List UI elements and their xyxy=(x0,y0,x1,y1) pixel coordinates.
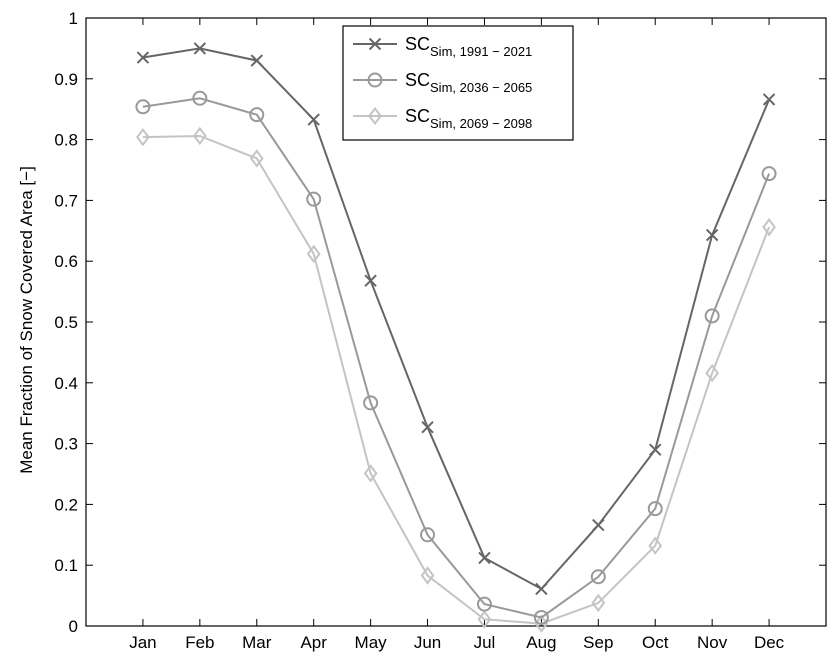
data-point-apr xyxy=(306,191,322,207)
y-tick-label: 0.1 xyxy=(54,556,78,575)
data-point-aug xyxy=(533,609,549,625)
x-tick-label-dec: Dec xyxy=(754,633,785,652)
legend-marker xyxy=(367,72,383,88)
data-point-sep xyxy=(590,569,606,585)
series-layer xyxy=(135,42,777,633)
x-tick-label-may: May xyxy=(355,633,388,652)
y-tick-label: 0.4 xyxy=(54,374,78,393)
legend-marker xyxy=(368,106,382,126)
data-point-jun xyxy=(420,566,435,585)
legend-entry-1: SCSim, 1991 − 2021 xyxy=(353,34,532,59)
x-marker-stroke xyxy=(307,113,320,126)
x-tick-label-jun: Jun xyxy=(414,633,441,652)
x-tick-label-aug: Aug xyxy=(526,633,556,652)
series-line-3 xyxy=(142,134,771,625)
data-point-jan xyxy=(136,51,150,64)
data-point-dec xyxy=(761,166,777,182)
y-tick-label: 0.9 xyxy=(54,70,78,89)
x-marker-stroke xyxy=(250,54,263,67)
legend: SCSim, 1991 − 2021 SCSim, 2036 − 2065 SCSi… xyxy=(342,25,574,141)
legend-label: SCSim, 2036 − 2065 xyxy=(405,70,532,95)
data-point-jan xyxy=(136,128,150,147)
data-point-apr xyxy=(307,113,320,126)
data-point-sep xyxy=(591,593,606,613)
data-point-jun xyxy=(420,527,436,543)
x-tick-label-jul: Jul xyxy=(474,633,496,652)
data-point-jul xyxy=(476,596,492,612)
data-point-sep xyxy=(592,518,605,532)
y-tick-label: 0 xyxy=(69,617,78,636)
x-tick-label-feb: Feb xyxy=(185,633,214,652)
axes-layer: 0 0.1 0.2 0.3 0.4 0.5 0.6 0.7 0.8 0.9 1 Jan Feb Mar Ap… xyxy=(54,9,827,652)
data-point-apr xyxy=(306,244,321,264)
x-tick-label-mar: Mar xyxy=(242,633,272,652)
series-line-2 xyxy=(142,97,771,619)
data-point-nov xyxy=(705,363,720,383)
legend-entry-2: SCSim, 2036 − 2065 xyxy=(353,70,532,95)
legend-label: SCSim, 1991 − 2021 xyxy=(405,34,532,59)
data-point-jul xyxy=(477,610,492,629)
data-point-nov xyxy=(705,228,719,242)
data-point-feb xyxy=(193,42,207,55)
data-point-may xyxy=(363,395,379,411)
x-marker-stroke xyxy=(592,518,605,532)
y-tick-label: 0.3 xyxy=(54,435,78,454)
x-tick-label-apr: Apr xyxy=(300,633,327,652)
x-marker-stroke xyxy=(705,228,719,242)
data-point-aug xyxy=(534,614,549,633)
x-tick-label-jan: Jan xyxy=(129,633,156,652)
series-3 xyxy=(136,126,776,633)
y-tick-label: 0.5 xyxy=(54,313,78,332)
data-point-feb xyxy=(192,126,207,146)
legend-marker xyxy=(368,37,382,51)
data-point-dec xyxy=(762,217,776,237)
x-tick-label-oct: Oct xyxy=(642,633,669,652)
data-point-nov xyxy=(704,308,720,324)
x-marker-stroke xyxy=(478,551,491,565)
y-tick-label: 0.2 xyxy=(54,495,78,514)
legend-entry-3: SCSim, 2069 − 2098 xyxy=(353,106,532,131)
x-tick-label-nov: Nov xyxy=(697,633,728,652)
series-line-1 xyxy=(142,47,770,591)
legend-label: SCSim, 2069 − 2098 xyxy=(405,106,532,131)
data-point-dec xyxy=(762,93,776,106)
data-point-oct xyxy=(649,443,662,456)
y-tick-label: 0.8 xyxy=(54,131,78,150)
x-tick-label-sep: Sep xyxy=(583,633,613,652)
y-tick-label: 0.7 xyxy=(54,191,78,210)
x-marker-stroke xyxy=(762,93,776,106)
data-point-feb xyxy=(192,90,208,106)
data-point-mar xyxy=(250,54,263,67)
x-marker-stroke xyxy=(364,274,377,287)
x-marker-stroke xyxy=(193,42,207,55)
series-1 xyxy=(136,42,776,596)
data-point-jan xyxy=(135,99,151,115)
x-marker-stroke xyxy=(136,51,150,64)
x-marker-stroke xyxy=(649,443,662,456)
series-2 xyxy=(135,90,777,625)
x-marker-stroke xyxy=(535,582,548,596)
data-point-oct xyxy=(647,501,663,517)
data-point-may xyxy=(363,464,378,483)
data-point-oct xyxy=(648,536,663,555)
data-point-jun xyxy=(421,420,434,434)
y-tick-label: 0.6 xyxy=(54,252,78,271)
x-marker-stroke xyxy=(368,37,382,51)
x-marker-stroke xyxy=(421,420,434,434)
data-point-jul xyxy=(478,551,491,565)
data-point-mar xyxy=(249,107,265,123)
y-tick-label: 1 xyxy=(69,9,78,28)
data-point-aug xyxy=(535,582,548,596)
y-axis-label: Mean Fraction of Snow Covered Area [−] xyxy=(17,166,36,474)
data-point-may xyxy=(364,274,377,287)
data-point-mar xyxy=(249,149,264,168)
